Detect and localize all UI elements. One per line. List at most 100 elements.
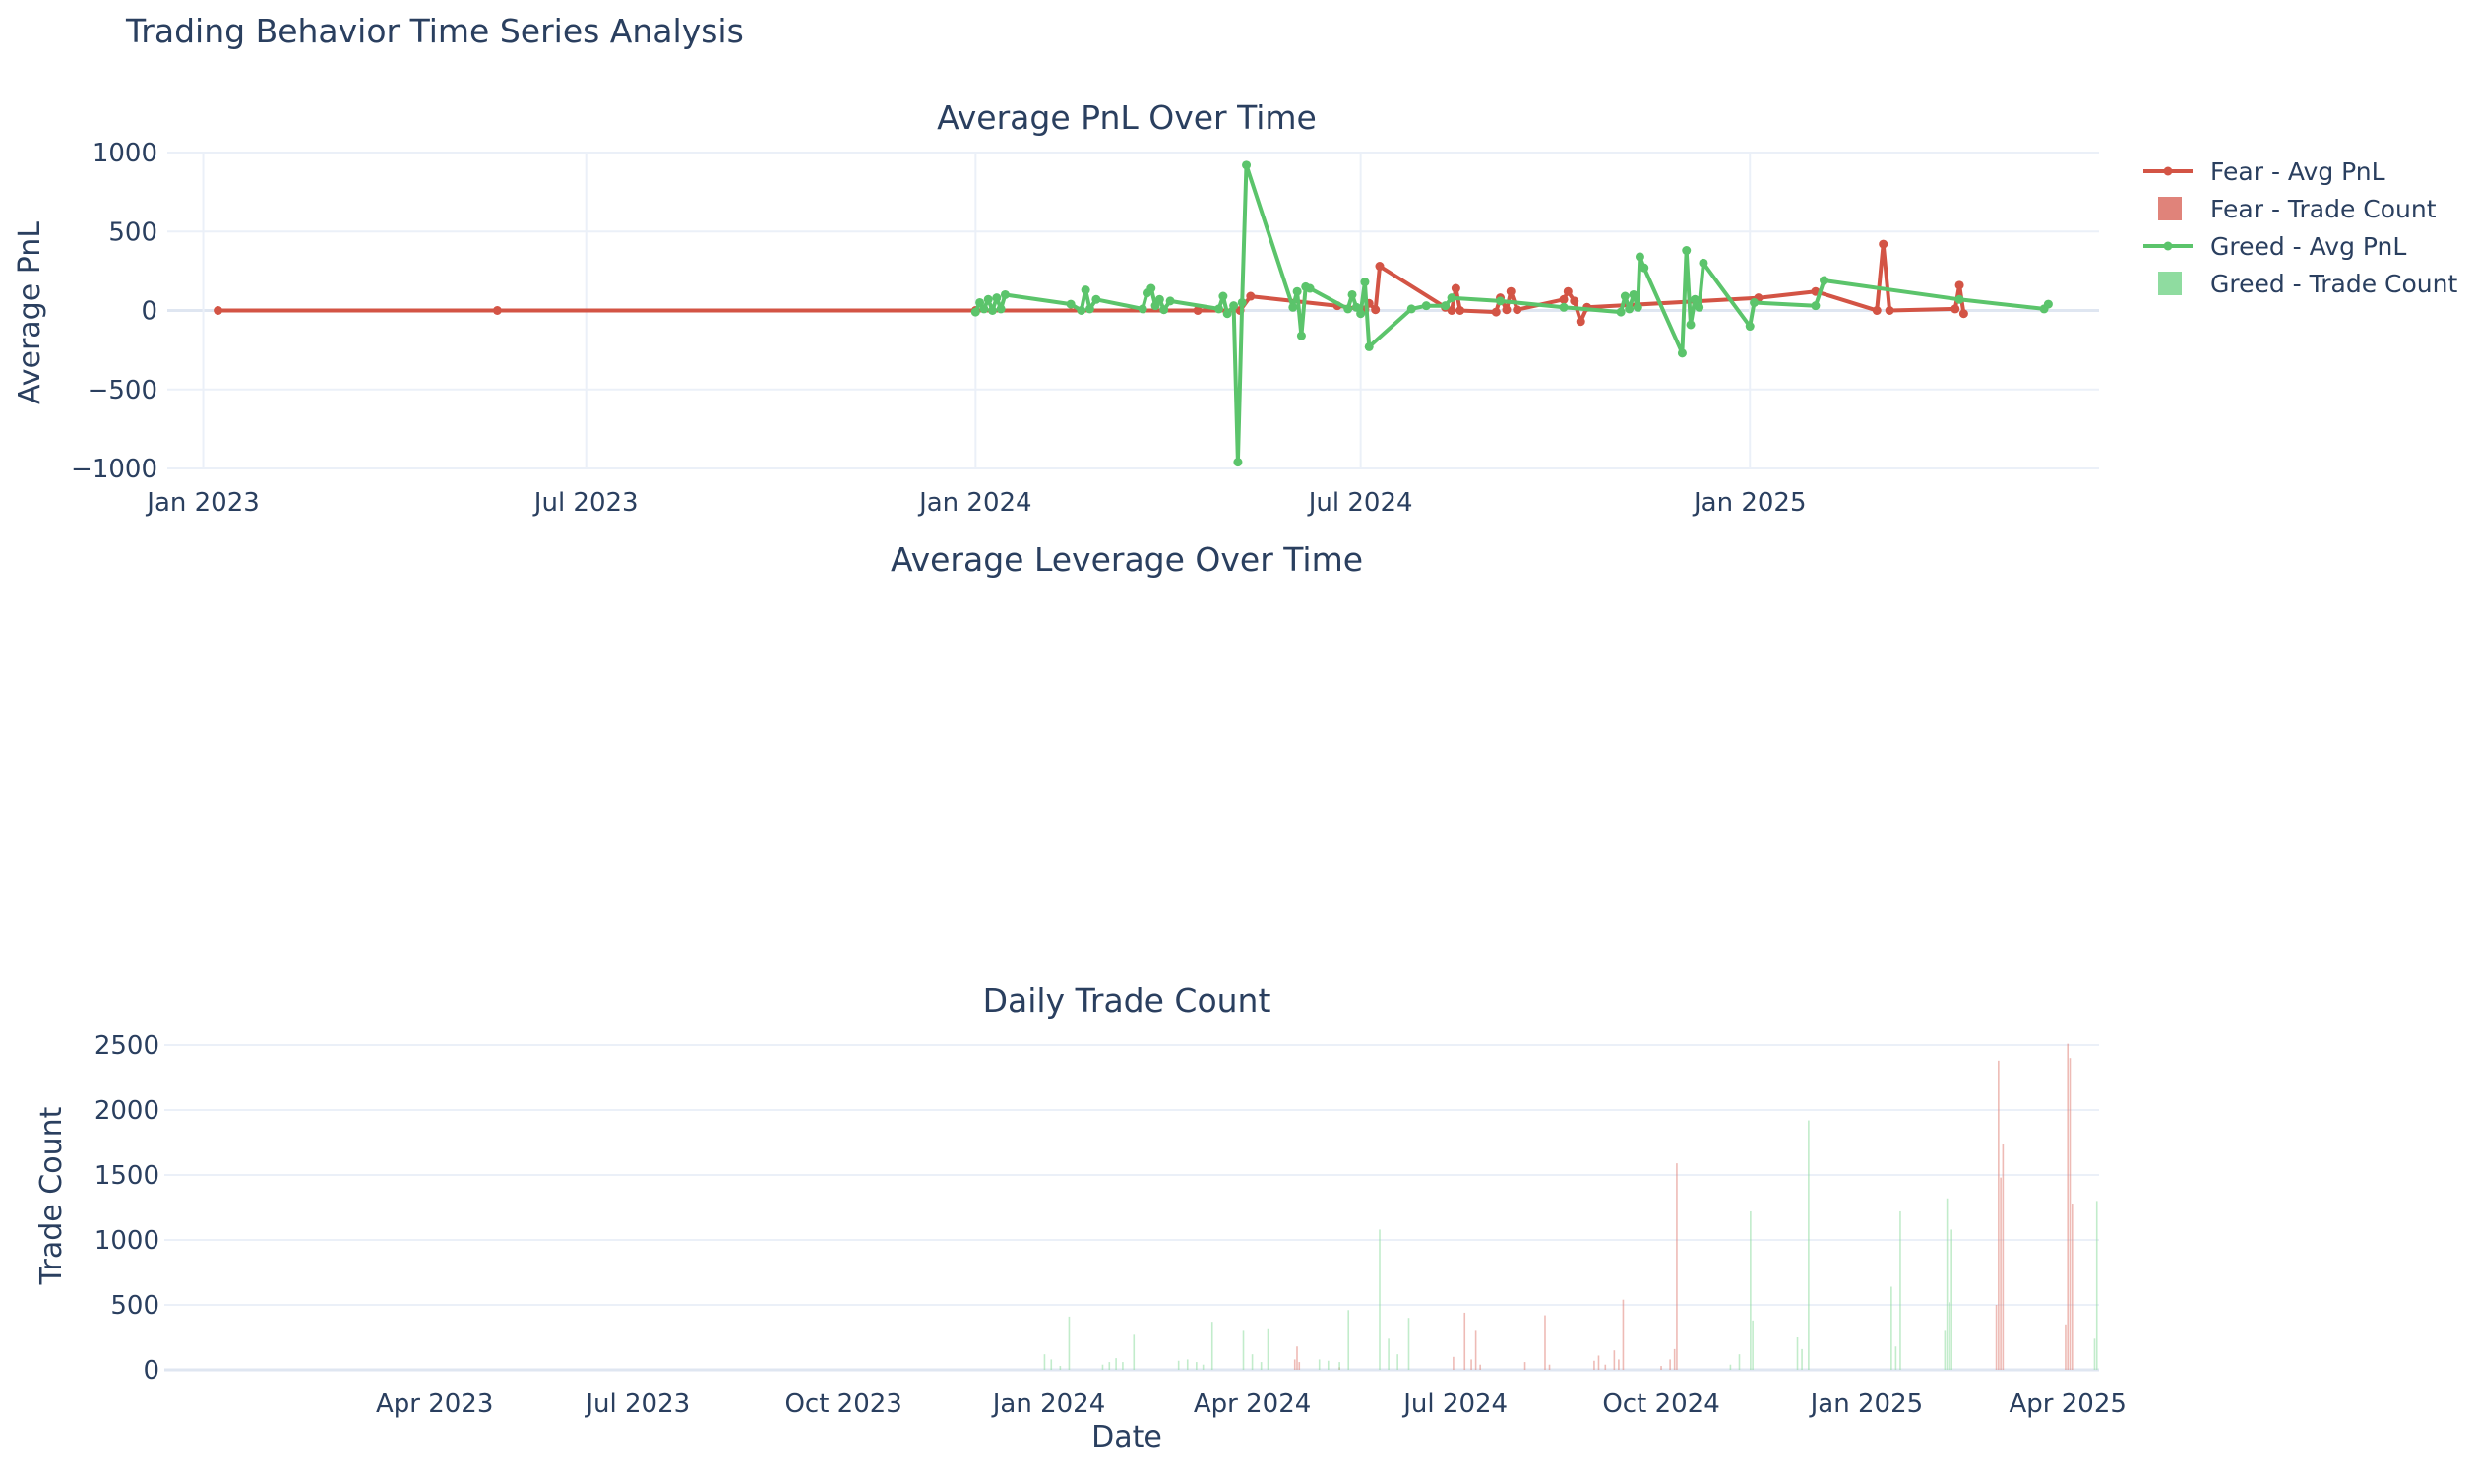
pnl-y-tick-label: 1000: [93, 139, 157, 168]
pnl-data-point: [1677, 348, 1687, 358]
pnl-data-point: [1084, 304, 1094, 314]
pnl-data-point: [1159, 305, 1169, 315]
trade-count-bar: [1729, 1364, 1732, 1370]
pnl-data-point: [1635, 252, 1644, 262]
pnl-data-point: [1496, 296, 1506, 306]
pnl-data-point: [1233, 458, 1243, 467]
legend-label: Greed - Avg PnL: [2210, 232, 2406, 261]
legend-bar-swatch: [2158, 272, 2182, 295]
trade-count-bar: [1347, 1310, 1350, 1370]
pnl-data-point: [1640, 263, 1649, 273]
pnl-data-point: [1288, 302, 1298, 312]
pnl-data-point: [1364, 341, 1374, 351]
trade-count-bar: [2093, 1338, 2096, 1370]
pnl-data-point: [1066, 299, 1076, 309]
trade-count-bar: [1388, 1338, 1390, 1370]
pnl-data-point: [1447, 306, 1456, 315]
trade-count-y-axis-title: Trade Count: [34, 1106, 69, 1285]
trade-count-y-tick-label: 2000: [94, 1096, 159, 1126]
trade-count-bar: [1463, 1312, 1466, 1370]
trade-count-bar: [1950, 1229, 1952, 1370]
pnl-data-point: [1819, 276, 1828, 285]
trade-count-bars: [1043, 1043, 2098, 1370]
pnl-data-point: [1954, 280, 1964, 290]
trade-count-bar: [1597, 1355, 1600, 1370]
pnl-x-tick-label: Jul 2023: [532, 488, 639, 518]
pnl-data-point: [1950, 304, 1960, 314]
pnl-data-point: [983, 294, 993, 304]
trade-count-bar: [1251, 1354, 1254, 1370]
legend-item[interactable]: Greed - Trade Count: [2158, 270, 2457, 298]
trade-count-bar: [1068, 1316, 1071, 1370]
trade-count-bar: [2069, 1058, 2072, 1370]
legend-item[interactable]: Greed - Avg PnL: [2143, 232, 2406, 261]
trade-count-bar: [1293, 1359, 1296, 1370]
pnl-data-point: [1954, 294, 1964, 304]
trade-count-bar: [1210, 1322, 1213, 1370]
pnl-data-point: [1154, 294, 1164, 304]
pnl-data-point: [1447, 293, 1456, 303]
trade-count-bar: [1327, 1360, 1330, 1370]
pnl-data-point: [1879, 239, 1888, 249]
trade-count-y-tick-label: 2500: [94, 1031, 159, 1061]
trade-count-bar: [1474, 1330, 1477, 1370]
trade-count-bar: [2065, 1324, 2067, 1370]
legend-marker: [2163, 166, 2173, 176]
trade-count-bar: [1750, 1210, 1752, 1370]
legend-label: Fear - Trade Count: [2210, 195, 2437, 223]
trade-count-y-tick-label: 500: [110, 1291, 159, 1321]
trade-count-bar: [1899, 1210, 1901, 1370]
trade-count-bar: [1523, 1362, 1526, 1370]
trade-count-bar: [1101, 1364, 1104, 1370]
trade-count-bar: [1890, 1286, 1892, 1370]
pnl-data-point: [1193, 306, 1203, 315]
pnl-data-point: [1455, 306, 1465, 315]
trade-count-bar: [1946, 1198, 1949, 1370]
trade-count-bar: [1949, 1302, 1950, 1370]
trade-count-bar: [1296, 1346, 1298, 1370]
trade-count-bar: [1202, 1364, 1205, 1370]
trade-count-bar: [1318, 1359, 1321, 1370]
pnl-x-tick-label: Jan 2025: [1692, 488, 1807, 518]
legend-label: Greed - Trade Count: [2210, 270, 2457, 298]
trade-count-bar: [1479, 1364, 1481, 1370]
legend-label: Fear - Avg PnL: [2210, 157, 2385, 186]
trade-count-x-tick-labels: Apr 2023 Jul 2023 Oct 2023 Jan 2024 Apr 2024…: [376, 1390, 2127, 1419]
pnl-data-point: [1347, 289, 1357, 299]
pnl-data-point: [1305, 283, 1315, 293]
trade-count-bar: [1796, 1337, 1799, 1370]
trade-count-bar: [1801, 1348, 1803, 1370]
trade-count-bar: [1544, 1315, 1546, 1370]
trade-count-bar: [1177, 1360, 1180, 1370]
trade-count-panel: Daily Trade Count 2500 2000 1500 1000 500 0 A…: [34, 981, 2127, 1454]
pnl-y-tick-label: 0: [141, 297, 157, 327]
trade-count-bar: [1995, 1305, 1998, 1370]
trade-count-x-tick-label: Oct 2024: [1602, 1390, 1719, 1419]
pnl-data-point: [1406, 304, 1416, 314]
trade-count-bar: [1196, 1362, 1198, 1370]
pnl-y-tick-label: −1000: [71, 455, 157, 484]
trade-count-bar: [1059, 1366, 1062, 1370]
pnl-series: [214, 160, 2053, 467]
legend-item[interactable]: Fear - Avg PnL: [2143, 157, 2385, 186]
pnl-data-point: [1351, 302, 1361, 312]
trade-count-bar: [1133, 1334, 1136, 1370]
trade-count-bar: [1894, 1346, 1897, 1370]
trade-count-bar: [1998, 1060, 2000, 1370]
pnl-data-point: [1218, 291, 1228, 301]
trade-count-bar: [1676, 1163, 1678, 1370]
trade-count-bar: [1115, 1358, 1117, 1370]
pnl-data-point: [1237, 297, 1247, 307]
pnl-data-point: [1682, 246, 1692, 256]
pnl-data-point: [1421, 301, 1431, 311]
pnl-data-point: [1559, 294, 1569, 304]
pnl-data-point: [1690, 294, 1700, 304]
trade-count-x-tick-label: Apr 2024: [1194, 1390, 1311, 1419]
pnl-data-point: [1371, 305, 1381, 315]
pnl-data-point: [1375, 262, 1385, 272]
pnl-data-point: [1150, 301, 1160, 311]
legend-item[interactable]: Fear - Trade Count: [2158, 195, 2437, 223]
pnl-data-point: [1576, 317, 1585, 327]
legend-bar-swatch: [2158, 197, 2182, 220]
trade-count-x-tick-label: Jul 2024: [1401, 1390, 1508, 1419]
